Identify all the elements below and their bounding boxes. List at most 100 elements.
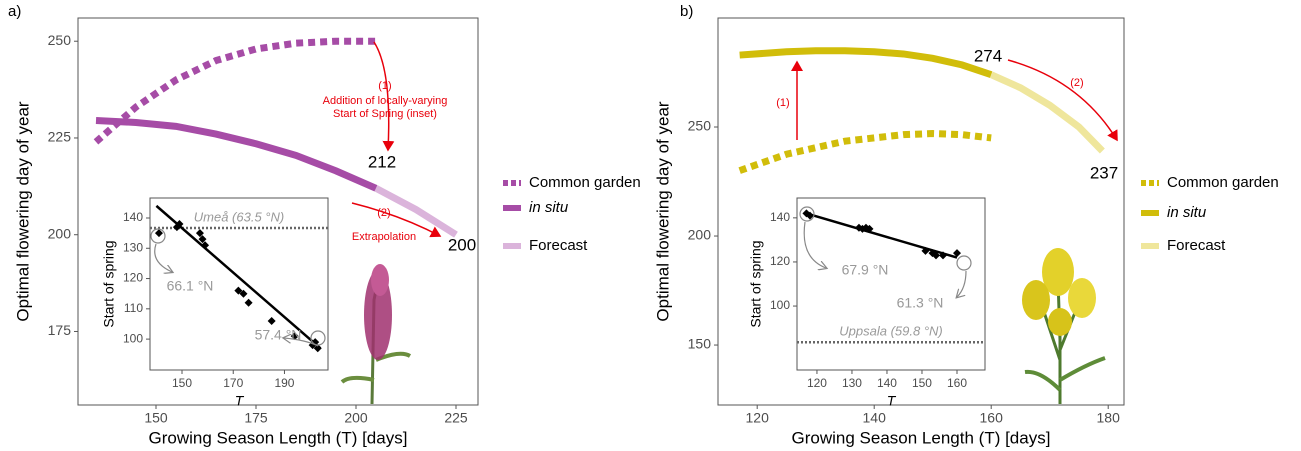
series-line bbox=[374, 185, 458, 238]
plot-frame bbox=[796, 197, 986, 371]
y-tick-label: 225 bbox=[48, 129, 72, 145]
annotation: Addition of locally-varying bbox=[323, 95, 448, 107]
point bbox=[805, 211, 814, 220]
y-tick-label: 100 bbox=[770, 298, 790, 312]
series-line bbox=[739, 47, 993, 79]
inset-callouts bbox=[150, 206, 972, 347]
point bbox=[201, 241, 210, 250]
series-line bbox=[738, 130, 992, 174]
reference-label: Umeå (63.5 °N) bbox=[194, 209, 284, 224]
legend-label: Common garden bbox=[529, 174, 641, 191]
x-tick-label: 200 bbox=[344, 410, 368, 426]
y-tick-label: 150 bbox=[688, 336, 712, 352]
y-axis-title: Start of spring bbox=[101, 240, 117, 327]
highlight-circle bbox=[956, 255, 972, 271]
point bbox=[921, 246, 930, 255]
highlight-circle bbox=[150, 228, 166, 244]
arrow bbox=[957, 270, 967, 297]
series-line bbox=[95, 117, 378, 192]
y-tick-label: 200 bbox=[688, 227, 712, 243]
point bbox=[290, 332, 299, 341]
x-tick-label: 150 bbox=[912, 376, 932, 390]
arrow bbox=[154, 243, 172, 272]
y-tick-label: 175 bbox=[48, 322, 72, 338]
annotation: 237 bbox=[1090, 163, 1118, 182]
x-tick-label: 175 bbox=[244, 410, 268, 426]
y-axis-title: Start of spring bbox=[748, 240, 764, 327]
annotation: (2) bbox=[1070, 77, 1083, 89]
point bbox=[952, 249, 961, 258]
x-tick-label: 150 bbox=[144, 410, 168, 426]
series-line bbox=[93, 37, 376, 145]
annotation: 66.1 °N bbox=[167, 278, 214, 294]
x-tick-label: 120 bbox=[807, 376, 827, 390]
x-tick-label: 160 bbox=[980, 410, 1004, 426]
x-tick-label: 160 bbox=[947, 376, 967, 390]
legend-label: in situ bbox=[1167, 204, 1207, 221]
x-tick-label: 170 bbox=[223, 376, 243, 390]
annotation: 57.4 °N bbox=[255, 327, 302, 343]
highlight-circle bbox=[310, 330, 326, 346]
x-tick-label: 120 bbox=[746, 410, 770, 426]
point bbox=[175, 220, 184, 229]
y-tick-label: 110 bbox=[124, 301, 143, 315]
legend-label: Forecast bbox=[529, 237, 588, 254]
x-tick-label: 150 bbox=[172, 376, 192, 390]
x-axis-title: T bbox=[887, 393, 897, 409]
annotation: Start of Spring (inset) bbox=[333, 108, 437, 120]
highlight-circle bbox=[799, 206, 815, 222]
series-line bbox=[989, 71, 1105, 154]
reference-label: Uppsala (59.8 °N) bbox=[839, 324, 942, 339]
y-axis-title: Optimal flowering day of year bbox=[13, 101, 32, 321]
annotation: 274 bbox=[974, 46, 1002, 65]
y-tick-label: 120 bbox=[770, 254, 790, 268]
annotation: (1) bbox=[378, 80, 391, 92]
point bbox=[198, 235, 207, 244]
x-tick-label: 130 bbox=[842, 376, 862, 390]
arrow bbox=[1007, 59, 1118, 142]
x-tick-label: 225 bbox=[444, 410, 468, 426]
inset-layer: 150 170 190 100 110 120 130 140 T Start of spring… bbox=[101, 197, 986, 409]
legend-label: in situ bbox=[529, 199, 569, 216]
legend-label: Forecast bbox=[1167, 237, 1226, 254]
y-axis-title: Optimal flowering day of year bbox=[653, 101, 672, 321]
fit-line bbox=[155, 204, 322, 350]
point bbox=[195, 229, 204, 238]
point bbox=[313, 344, 322, 353]
y-tick-label: 130 bbox=[123, 240, 143, 254]
y-tick-label: 200 bbox=[48, 225, 72, 241]
y-tick-label: 250 bbox=[48, 32, 72, 48]
arrow bbox=[803, 221, 826, 268]
annotation: 200 bbox=[448, 235, 476, 254]
x-axis-title: Growing Season Length (T) [days] bbox=[792, 428, 1051, 447]
annotation: 212 bbox=[368, 152, 396, 171]
point bbox=[931, 251, 940, 260]
y-tick-label: 250 bbox=[688, 118, 712, 134]
point bbox=[154, 229, 163, 238]
y-tick-label: 100 bbox=[123, 331, 143, 345]
arrow bbox=[351, 202, 442, 238]
annotation-arrows bbox=[351, 41, 1118, 238]
legend-label: Common garden bbox=[1167, 174, 1279, 191]
x-tick-label: 180 bbox=[1097, 410, 1121, 426]
point bbox=[239, 289, 248, 298]
x-tick-label: 190 bbox=[274, 376, 294, 390]
y-tick-label: 140 bbox=[123, 210, 143, 224]
flower-illustration bbox=[1022, 248, 1106, 404]
arrow bbox=[373, 41, 395, 152]
y-tick-label: 140 bbox=[770, 210, 790, 224]
panel-label: a) bbox=[8, 3, 21, 20]
panel-label: b) bbox=[680, 3, 693, 20]
annotation: 67.9 °N bbox=[842, 262, 889, 278]
y-tick-label: 120 bbox=[123, 271, 143, 285]
arrow bbox=[284, 338, 319, 347]
x-tick-label: 140 bbox=[863, 410, 887, 426]
annotation: 61.3 °N bbox=[897, 295, 944, 311]
point bbox=[244, 298, 253, 307]
point bbox=[865, 224, 874, 233]
annotation: (1) bbox=[776, 97, 789, 109]
x-axis-title: Growing Season Length (T) [days] bbox=[149, 428, 408, 447]
point bbox=[267, 316, 276, 325]
point bbox=[938, 251, 947, 260]
